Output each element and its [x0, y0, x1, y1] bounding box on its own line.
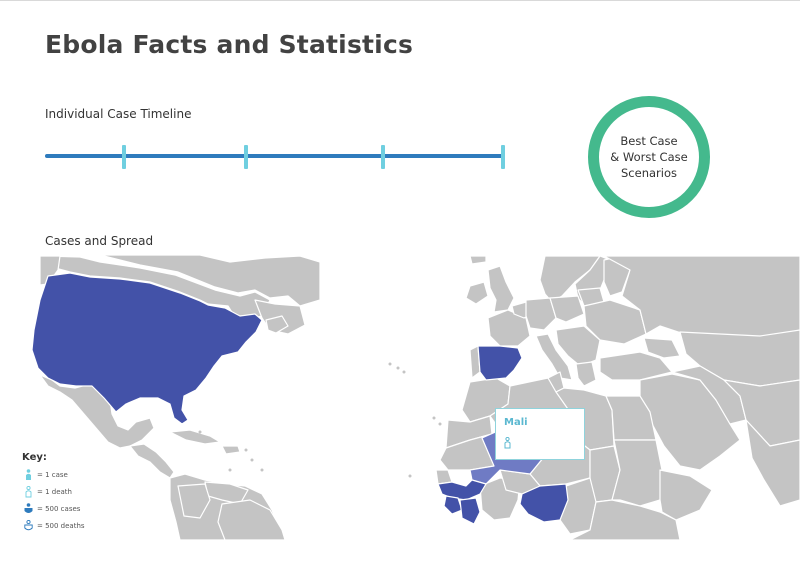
map-region-france — [487, 309, 531, 347]
cases-and-spread-label: Cases and Spread — [45, 234, 154, 248]
key-label-500-cases: = 500 cases — [37, 504, 81, 513]
top-rule — [0, 0, 800, 1]
person-filled-icon — [22, 468, 34, 481]
map-region-south-asia — [745, 419, 800, 507]
individual-case-timeline[interactable] — [45, 145, 505, 169]
scenario-button-label: Best Case & Worst Case Scenarios — [610, 134, 688, 180]
map-region-poland — [549, 295, 585, 323]
map-region-spain — [477, 345, 523, 381]
map-region-central-africa — [569, 499, 681, 541]
key-row-500-cases: = 500 cases — [22, 500, 85, 517]
map-region-iceland — [469, 255, 487, 265]
mali-info-popup[interactable]: Mali — [495, 408, 585, 460]
key-label-500-deaths: = 500 deaths — [37, 521, 85, 530]
timeline-label: Individual Case Timeline — [45, 107, 192, 121]
timeline-tick-4[interactable] — [501, 145, 505, 169]
map-region-colombia — [177, 483, 211, 519]
cases-and-spread-map — [0, 250, 800, 550]
map-region-sierra-leone — [443, 495, 463, 515]
key-row-case: = 1 case — [22, 466, 85, 483]
key-row-500-deaths: = 500 deaths — [22, 517, 85, 534]
map-region-turkey — [599, 351, 673, 381]
timeline-track — [45, 154, 503, 158]
map-region-liberia — [459, 497, 481, 525]
key-label-death: = 1 death — [37, 487, 72, 496]
map-region-cuba — [169, 429, 221, 445]
shield-filled-icon — [22, 502, 34, 515]
map-region-nigeria — [519, 483, 569, 523]
map-region-canada-north — [99, 254, 321, 307]
map-region-hispaniola — [221, 445, 241, 455]
key-label-case: = 1 case — [37, 470, 68, 479]
best-worst-case-scenarios-button[interactable]: Best Case & Worst Case Scenarios — [588, 96, 710, 218]
map-region-brazil — [217, 499, 286, 541]
key-row-death: = 1 death — [22, 483, 85, 500]
map-region-usa — [31, 272, 263, 425]
map-region-italy — [535, 333, 573, 381]
map-region-central-america — [129, 443, 175, 479]
map-region-horn — [659, 469, 713, 521]
page-title: Ebola Facts and Statistics — [45, 30, 414, 59]
map-region-nova-scotia — [265, 315, 289, 334]
mali-popup-title: Mali — [504, 417, 528, 428]
shield-outline-icon — [22, 519, 34, 532]
person-outline-icon — [22, 485, 34, 498]
map-region-greece — [575, 361, 597, 387]
timeline-tick-3[interactable] — [381, 145, 385, 169]
map-region-ireland — [465, 281, 489, 305]
map-region-belarus-ukraine — [583, 299, 647, 345]
map-region-russia — [603, 255, 800, 341]
timeline-tick-1[interactable] — [122, 145, 126, 169]
key-title: Key: — [22, 452, 47, 463]
map-key: Key: = 1 case = 1 death = 500 cases — [22, 452, 85, 534]
map-region-uk — [487, 265, 515, 313]
map-region-caucasus — [643, 337, 681, 359]
person-outline-icon — [504, 434, 576, 453]
map-region-sudan — [611, 439, 663, 507]
timeline-tick-2[interactable] — [244, 145, 248, 169]
